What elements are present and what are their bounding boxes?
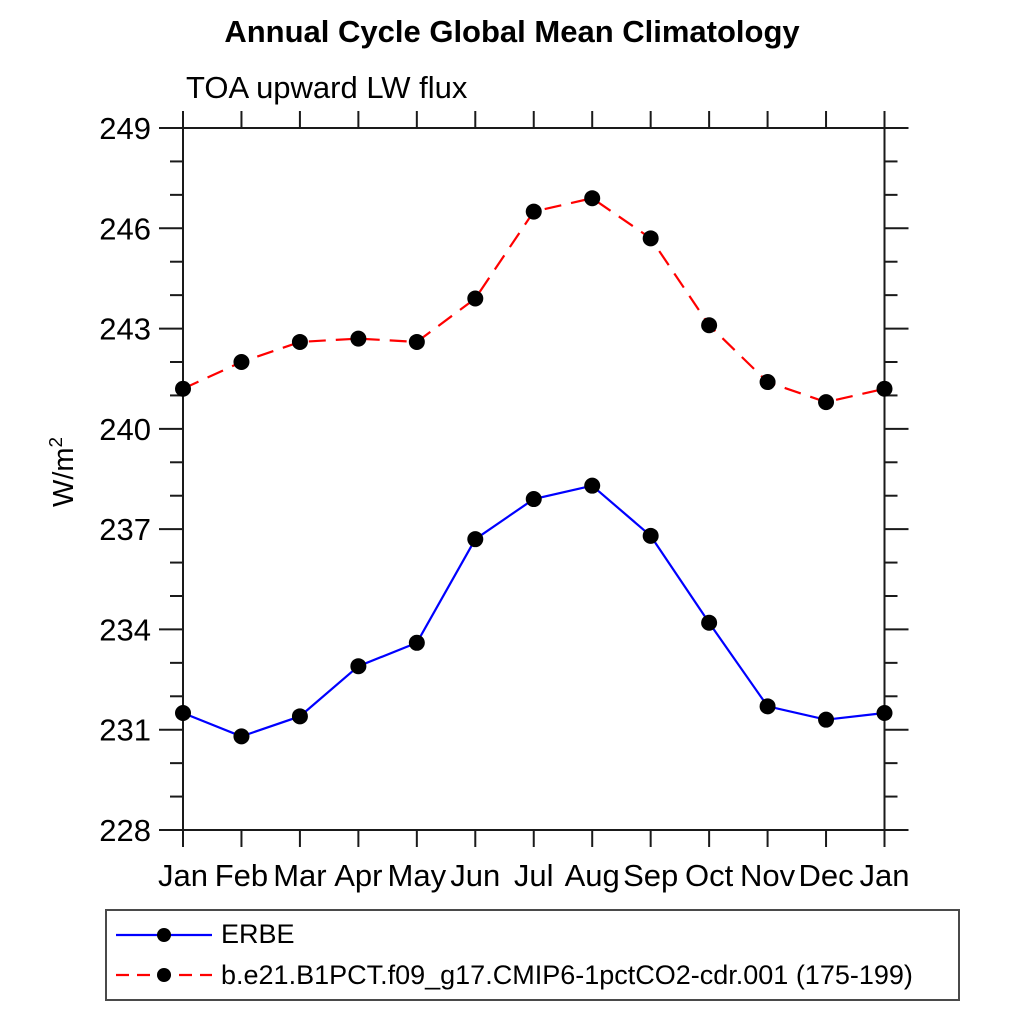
series-markers-0	[175, 477, 893, 745]
chart-title: Annual Cycle Global Mean Climatology	[224, 14, 800, 49]
data-point-marker	[759, 698, 776, 715]
legend-item-model: b.e21.B1PCT.f09_g17.CMIP6-1pctCO2-cdr.00…	[107, 958, 958, 992]
legend-sample-marker	[157, 927, 171, 942]
chart-subtitle: TOA upward LW flux	[186, 70, 468, 105]
legend-box: ERBE b.e21.B1PCT.f09_g17.CMIP6-1pctCO2-c…	[105, 909, 960, 1001]
series-markers-1	[175, 190, 893, 411]
x-tick-label: Nov	[740, 858, 796, 893]
data-point-marker	[350, 658, 367, 675]
data-point-marker	[233, 728, 250, 745]
data-point-marker	[525, 491, 542, 508]
x-tick-label: Dec	[798, 858, 853, 893]
x-tick-label: Sep	[623, 858, 678, 893]
data-point-marker	[584, 477, 601, 494]
legend-sample-marker	[157, 968, 171, 983]
data-point-marker	[701, 614, 718, 631]
x-tick-label: Jul	[514, 858, 554, 893]
line-marker-sample-icon	[116, 927, 212, 942]
x-tick-label: Aug	[565, 858, 620, 893]
data-point-marker	[759, 374, 776, 391]
x-tick-label: Jan	[158, 858, 208, 893]
data-point-marker	[175, 380, 191, 397]
x-axis-ticks	[182, 111, 886, 847]
x-tick-label: Mar	[273, 858, 326, 893]
legend-label: b.e21.B1PCT.f09_g17.CMIP6-1pctCO2-cdr.00…	[221, 959, 913, 990]
data-point-marker	[291, 333, 308, 350]
data-point-marker	[291, 708, 308, 725]
y-tick-label: 243	[99, 312, 151, 347]
y-tick-label: 237	[99, 512, 151, 547]
y-tick-label: 246	[99, 211, 151, 246]
data-point-marker	[467, 531, 484, 548]
y-axis-tick-labels: 228 231 234 237 240 243 246 249	[99, 111, 151, 848]
data-point-marker	[701, 317, 718, 334]
data-point-marker	[233, 354, 250, 370]
y-tick-label: 231	[99, 713, 151, 748]
y-tick-label: 228	[99, 813, 151, 848]
line-marker-sample-icon	[116, 968, 212, 983]
data-point-marker	[350, 330, 367, 347]
x-tick-label: Jan	[860, 858, 910, 893]
data-point-marker	[408, 634, 425, 651]
data-point-marker	[642, 230, 659, 247]
y-axis-ticks	[159, 127, 909, 831]
x-tick-label: Jun	[450, 858, 500, 893]
data-point-marker	[876, 380, 893, 397]
data-point-marker	[408, 333, 425, 350]
series-line-1	[182, 197, 885, 404]
series-line-0	[182, 484, 885, 738]
data-point-marker	[642, 527, 659, 544]
legend-label: ERBE	[221, 919, 295, 950]
x-tick-label: May	[388, 858, 447, 893]
data-point-marker	[818, 711, 835, 728]
data-point-marker	[876, 705, 893, 721]
x-tick-label: Apr	[334, 858, 382, 893]
legend-item-erbe: ERBE	[107, 918, 958, 952]
x-tick-label: Feb	[215, 858, 268, 893]
x-axis-tick-labels: Jan Feb Mar Apr May Jun Jul Aug Sep Oct Nov Dec Jan	[158, 858, 909, 893]
data-point-marker	[525, 203, 542, 220]
y-tick-label: 234	[99, 612, 151, 647]
x-tick-label: Oct	[685, 858, 734, 893]
data-point-marker	[467, 290, 484, 307]
data-point-marker	[175, 705, 191, 721]
plot-frame	[182, 127, 886, 831]
y-tick-label: 240	[99, 412, 151, 447]
data-point-marker	[818, 394, 835, 411]
y-tick-label: 249	[99, 111, 151, 146]
data-point-marker	[584, 190, 601, 207]
